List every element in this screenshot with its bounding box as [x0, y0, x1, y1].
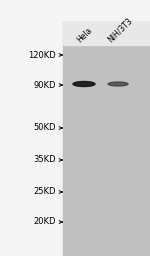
Text: 35KD: 35KD	[33, 155, 56, 165]
Text: NIH/3T3: NIH/3T3	[106, 16, 134, 44]
Text: 25KD: 25KD	[33, 187, 56, 197]
Text: 20KD: 20KD	[33, 218, 56, 227]
Text: 90KD: 90KD	[33, 80, 56, 90]
Ellipse shape	[73, 81, 95, 87]
Text: 120KD: 120KD	[28, 50, 56, 59]
Ellipse shape	[108, 82, 128, 86]
Bar	[63, 22, 150, 256]
Text: 50KD: 50KD	[33, 123, 56, 133]
Text: Hela: Hela	[76, 25, 94, 44]
Bar	[63, 22, 150, 45]
